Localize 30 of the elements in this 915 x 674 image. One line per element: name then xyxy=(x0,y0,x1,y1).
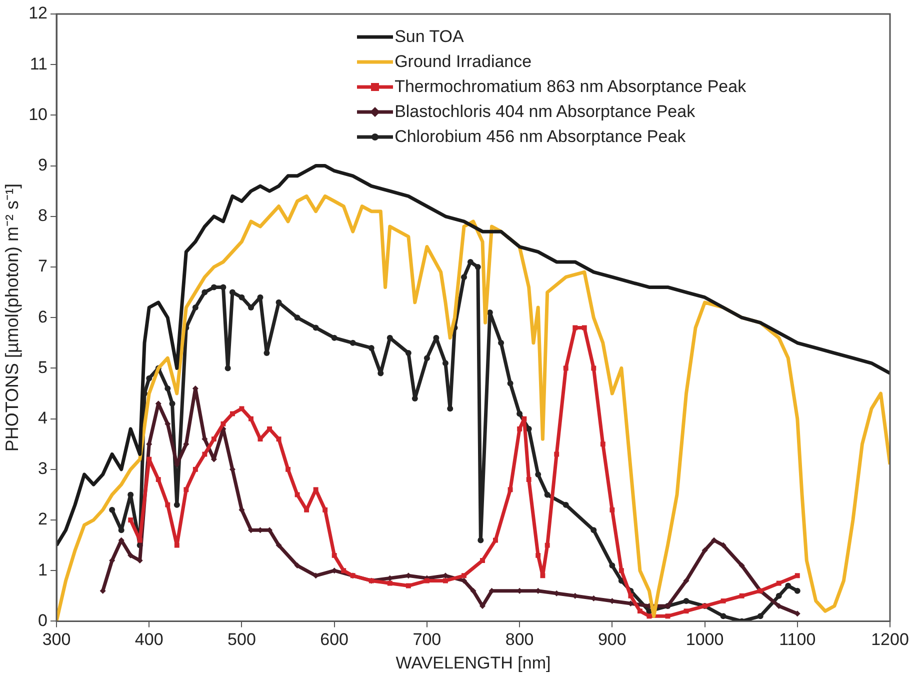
y-tick-label: 3 xyxy=(38,459,48,478)
y-tick-label: 0 xyxy=(38,610,48,630)
y-tick-label: 2 xyxy=(38,510,48,529)
x-tick-label: 1000 xyxy=(686,630,724,650)
x-tick-label: 400 xyxy=(134,630,164,650)
y-tick-label: 4 xyxy=(38,408,48,428)
legend-label: Chlorobium 456 nm Absorptance Peak xyxy=(394,126,686,148)
y-tick-label: 7 xyxy=(38,256,48,276)
x-tick-label: 800 xyxy=(505,630,534,650)
y-tick-label: 9 xyxy=(38,155,48,174)
legend-label: Blastochloris 404 nm Absorptance Peak xyxy=(394,101,696,123)
x-tick-label: 1200 xyxy=(871,630,909,650)
y-tick-label: 8 xyxy=(38,206,48,226)
y-tick-label: 5 xyxy=(38,358,48,377)
legend-label: Ground Irradiance xyxy=(394,51,532,73)
x-tick-label: 900 xyxy=(598,630,626,650)
x-tick-label: 300 xyxy=(42,630,71,650)
y-tick-label: 6 xyxy=(38,307,48,326)
y-tick-label: 12 xyxy=(28,4,48,23)
y-tick-label: 11 xyxy=(30,54,48,74)
legend-label: Sun TOA xyxy=(394,26,464,48)
y-tick-label: 1 xyxy=(38,560,48,580)
x-tick-label: 700 xyxy=(412,630,442,650)
x-axis-title: WAVELENGTH [nm] xyxy=(396,653,551,672)
x-tick-label: 500 xyxy=(228,630,256,650)
y-tick-label: 10 xyxy=(28,104,48,124)
legend-label: Thermochromatium 863 nm Absorptance Peak xyxy=(394,76,746,98)
x-tick-label: 600 xyxy=(320,630,349,650)
y-axis-title: PHOTONS [µmol(photon) m⁻² s⁻¹] xyxy=(2,184,22,452)
x-tick-label: 1100 xyxy=(779,630,816,650)
